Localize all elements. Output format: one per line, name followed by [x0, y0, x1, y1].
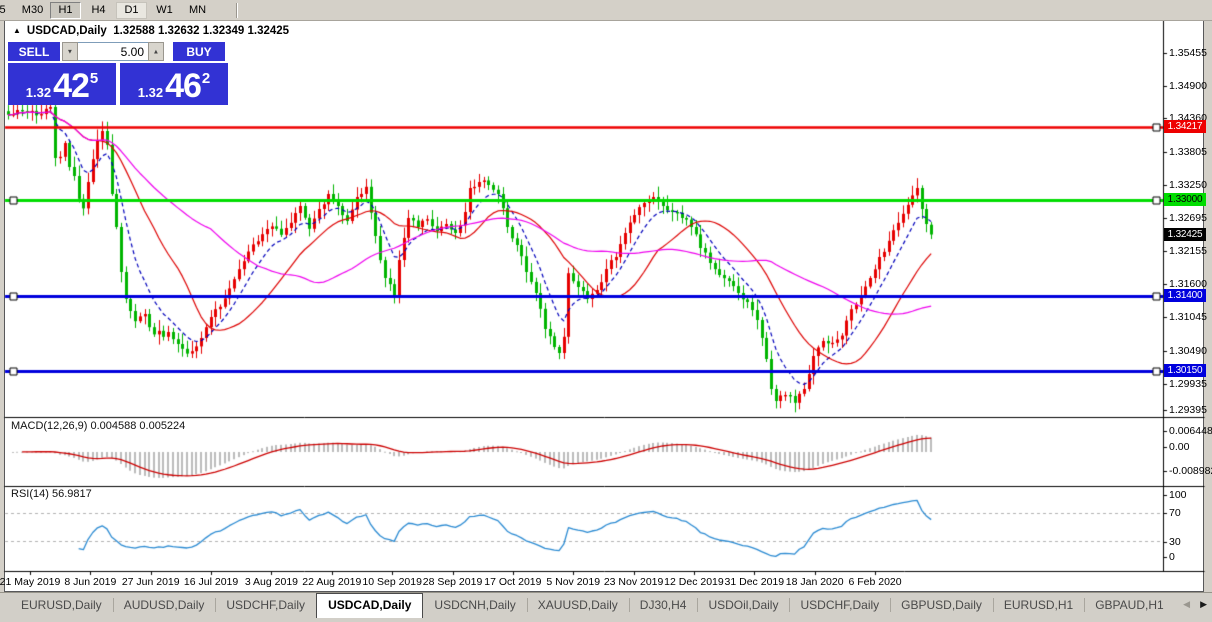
- rsi-axis-label: 70: [1169, 507, 1181, 519]
- rsi-axis-label: 30: [1169, 536, 1181, 548]
- rsi-axis-label: 100: [1169, 489, 1187, 501]
- chart-tab-usdchf-daily[interactable]: USDCHF,Daily: [215, 594, 316, 616]
- chart-title: ▲ USDCAD,Daily 1.32588 1.32632 1.32349 1.…: [13, 25, 289, 37]
- date-axis-label: 6 Feb 2020: [848, 576, 902, 588]
- price-axis-label: 1.32155: [1169, 244, 1207, 257]
- rsi-axis-label: 0: [1169, 551, 1175, 563]
- chart-tab-usdchf-daily[interactable]: USDCHF,Daily: [789, 594, 890, 616]
- volume-increase-button[interactable]: ▲: [148, 42, 164, 61]
- price-axis-label: 1.29935: [1169, 377, 1207, 390]
- chart-tab-dj30-h4[interactable]: DJ30,H4: [628, 594, 698, 616]
- sell-price-sup: 5: [89, 70, 99, 87]
- price-axis-label: 1.31600: [1169, 278, 1207, 290]
- timeframe-button-w1[interactable]: W1: [156, 4, 173, 16]
- date-axis-label: 27 Jun 2019: [121, 576, 180, 588]
- date-axis-label: 16 Jul 2019: [183, 576, 239, 588]
- sell-price-small: 1.32: [25, 85, 52, 100]
- date-axis-label: 31 Dec 2019: [724, 576, 785, 588]
- chart-tab-audusd-daily[interactable]: AUDUSD,Daily: [112, 594, 216, 616]
- hline-price-badge: 1.33000: [1164, 193, 1206, 206]
- chart-tab-gbpusd-daily[interactable]: GBPUSD,Daily: [890, 594, 993, 616]
- spin-down-icon: ▼: [66, 47, 74, 56]
- price-axis-label: 1.34900: [1169, 80, 1207, 92]
- macd-label: MACD(12,26,9) 0.004588 0.005224: [11, 420, 186, 432]
- date-axis-label: 28 Sep 2019: [422, 576, 483, 588]
- chart-tab-bar: EURUSD,Daily AUDUSD,Daily USDCHF,Daily USDC…: [0, 592, 1212, 622]
- price-axis-label: 1.31045: [1169, 311, 1207, 324]
- sell-button[interactable]: SELL: [8, 42, 60, 61]
- chart-tab-eurusd-h1[interactable]: EURUSD,H1: [992, 594, 1084, 616]
- rsi-label: RSI(14) 56.9817: [11, 488, 92, 500]
- timeframe-button-h4[interactable]: H4: [91, 4, 106, 16]
- date-axis-label: 5 Nov 2019: [546, 576, 601, 588]
- chart-tab-usdoil-daily[interactable]: USDOil,Daily: [697, 594, 789, 616]
- chart-tab-gbpaud-h1[interactable]: GBPAUD,H1: [1084, 594, 1174, 616]
- date-axis-label: 3 Aug 2019: [244, 576, 299, 588]
- sell-price-big: 42: [53, 67, 90, 105]
- macd-axis-label: 0.00: [1169, 440, 1190, 453]
- date-axis-label: 10 Sep 2019: [362, 576, 422, 588]
- chart-tab-xauusd-daily[interactable]: XAUUSD,Daily: [526, 594, 629, 616]
- macd-axis-label: 0.006448: [1169, 425, 1212, 437]
- date-axis-label: 12 Dec 2019: [664, 576, 724, 588]
- volume-decrease-button[interactable]: ▼: [62, 42, 78, 61]
- toolbar-separator: [236, 2, 238, 18]
- collapse-icon[interactable]: ▲: [13, 26, 21, 35]
- sell-price-panel[interactable]: 1.32 42 5: [8, 63, 116, 105]
- tabs-scroll-left-icon[interactable]: ◀: [1183, 599, 1191, 609]
- hline-price-badge: 1.34217: [1164, 119, 1206, 133]
- timeframe-toolbar: 15 M30 H1 H4 D1 W1 MN: [0, 0, 1212, 21]
- hline-price-badge: 1.31400: [1164, 289, 1206, 302]
- timeframe-button-m30[interactable]: M30: [21, 4, 44, 16]
- date-axis-label: 21 May 2019: [0, 576, 61, 588]
- price-axis-label: 1.32695: [1169, 212, 1207, 225]
- chart-ohlc-values: 1.32588 1.32632 1.32349 1.32425: [113, 25, 290, 37]
- buy-button[interactable]: BUY: [173, 42, 225, 61]
- buy-price-small: 1.32: [137, 85, 164, 100]
- current-price-badge: 1.32425: [1164, 227, 1206, 241]
- date-axis-label: 23 Nov 2019: [603, 576, 664, 588]
- chart-tab-usdcad-daily[interactable]: USDCAD,Daily: [316, 593, 424, 618]
- price-axis-label: 1.33250: [1169, 179, 1207, 191]
- buy-price-big: 46: [165, 67, 202, 105]
- date-axis-label: 17 Oct 2019: [484, 576, 542, 588]
- price-axis-label: 1.29395: [1169, 404, 1207, 416]
- price-axis-label: 1.35455: [1169, 46, 1207, 59]
- timeframe-button-d1[interactable]: D1: [116, 1, 147, 19]
- timeframe-button-mn[interactable]: MN: [188, 4, 207, 16]
- date-axis-label: 18 Jan 2020: [785, 576, 844, 588]
- timeframe-button-h1[interactable]: H1: [50, 1, 81, 19]
- volume-input[interactable]: [78, 42, 148, 61]
- date-axis-label: 22 Aug 2019: [302, 576, 362, 588]
- chart-symbol: USDCAD,Daily: [26, 25, 107, 37]
- chart-tab-eurusd-daily[interactable]: EURUSD,Daily: [21, 598, 102, 612]
- timeframe-button-15[interactable]: 15: [0, 4, 6, 16]
- chart-tab-usdcnh-daily[interactable]: USDCNH,Daily: [434, 598, 516, 612]
- macd-axis-label: -0.008982: [1169, 465, 1212, 477]
- date-axis-label: 8 Jun 2019: [64, 576, 117, 588]
- buy-price-sup: 2: [201, 70, 211, 87]
- hline-price-badge: 1.30150: [1164, 364, 1206, 377]
- tabs-scroll-right-icon[interactable]: ▶: [1200, 599, 1207, 609]
- buy-price-panel[interactable]: 1.32 46 2: [120, 63, 228, 105]
- price-axis-label: 1.33805: [1169, 145, 1207, 158]
- spin-up-icon: ▲: [152, 47, 160, 56]
- price-axis-label: 1.30490: [1169, 344, 1207, 357]
